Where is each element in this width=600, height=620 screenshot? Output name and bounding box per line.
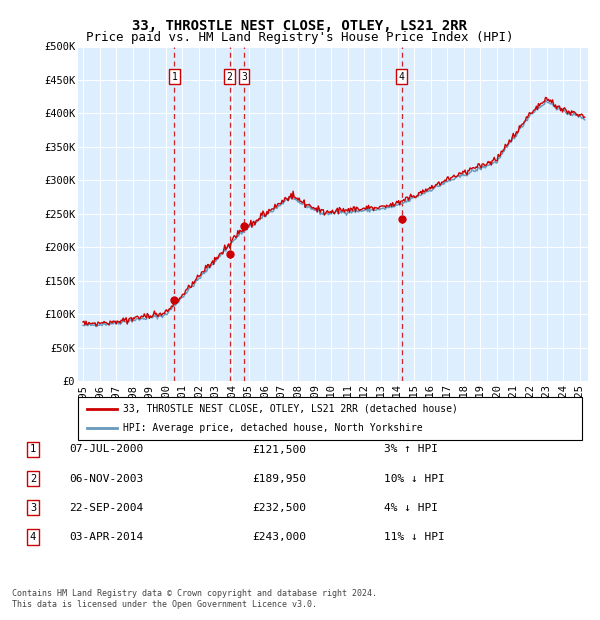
Text: 33, THROSTLE NEST CLOSE, OTLEY, LS21 2RR (detached house): 33, THROSTLE NEST CLOSE, OTLEY, LS21 2RR… — [123, 404, 458, 414]
Text: Price paid vs. HM Land Registry's House Price Index (HPI): Price paid vs. HM Land Registry's House … — [86, 31, 514, 44]
Text: 03-APR-2014: 03-APR-2014 — [69, 532, 143, 542]
Text: 22-SEP-2004: 22-SEP-2004 — [69, 503, 143, 513]
Text: 4: 4 — [399, 72, 404, 82]
Text: 2: 2 — [227, 72, 232, 82]
Text: 33, THROSTLE NEST CLOSE, OTLEY, LS21 2RR: 33, THROSTLE NEST CLOSE, OTLEY, LS21 2RR — [133, 19, 467, 33]
Text: £189,950: £189,950 — [252, 474, 306, 484]
Text: 4: 4 — [30, 532, 36, 542]
Text: 1: 1 — [172, 72, 178, 82]
Text: 3% ↑ HPI: 3% ↑ HPI — [384, 445, 438, 454]
Text: 3: 3 — [30, 503, 36, 513]
Text: 11% ↓ HPI: 11% ↓ HPI — [384, 532, 445, 542]
Text: HPI: Average price, detached house, North Yorkshire: HPI: Average price, detached house, Nort… — [123, 423, 422, 433]
Text: £243,000: £243,000 — [252, 532, 306, 542]
Text: 06-NOV-2003: 06-NOV-2003 — [69, 474, 143, 484]
Text: 3: 3 — [241, 72, 247, 82]
Text: 07-JUL-2000: 07-JUL-2000 — [69, 445, 143, 454]
Text: 2: 2 — [30, 474, 36, 484]
Text: 10% ↓ HPI: 10% ↓ HPI — [384, 474, 445, 484]
Text: Contains HM Land Registry data © Crown copyright and database right 2024.
This d: Contains HM Land Registry data © Crown c… — [12, 590, 377, 609]
Text: £121,500: £121,500 — [252, 445, 306, 454]
Text: 4% ↓ HPI: 4% ↓ HPI — [384, 503, 438, 513]
Text: £232,500: £232,500 — [252, 503, 306, 513]
Text: 1: 1 — [30, 445, 36, 454]
